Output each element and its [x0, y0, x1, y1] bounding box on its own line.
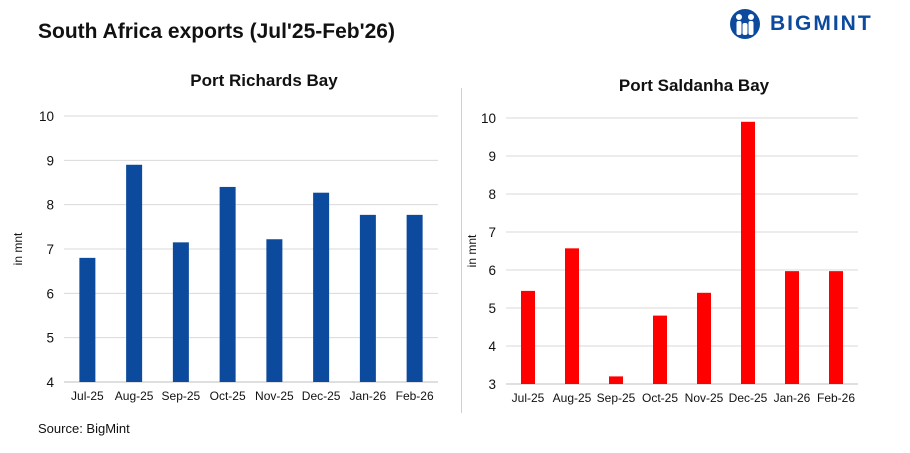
- bar: [741, 121, 755, 385]
- x-tick-label: Jan-26: [350, 389, 387, 403]
- chart-title: Port Richards Bay: [190, 71, 338, 90]
- bar: [313, 192, 330, 382]
- y-tick-label: 10: [39, 109, 54, 124]
- y-tick-label: 7: [46, 242, 54, 257]
- y-tick-label: 8: [46, 198, 54, 213]
- x-tick-label: Dec-25: [302, 389, 341, 403]
- y-axis-label: in mnt: [11, 232, 25, 265]
- y-tick-label: 4: [46, 375, 54, 390]
- logo-text: BIGMINT: [770, 12, 873, 35]
- y-tick-label: 6: [488, 263, 496, 278]
- x-tick-label: Sep-25: [162, 389, 201, 403]
- y-tick-label: 4: [488, 339, 496, 354]
- bar: [359, 214, 376, 382]
- bar: [406, 214, 423, 382]
- bar: [126, 164, 143, 382]
- y-tick-label: 9: [488, 149, 496, 164]
- x-tick-label: Aug-25: [553, 391, 592, 405]
- bar: [653, 315, 667, 384]
- x-tick-label: Feb-26: [817, 391, 855, 405]
- bar: [785, 271, 799, 384]
- bar: [565, 248, 579, 384]
- y-tick-label: 7: [488, 225, 496, 240]
- x-tick-label: Oct-25: [210, 389, 246, 403]
- bar: [829, 271, 843, 384]
- x-tick-label: Sep-25: [597, 391, 636, 405]
- bar: [697, 292, 711, 384]
- x-tick-label: Nov-25: [255, 389, 294, 403]
- bar: [521, 290, 535, 384]
- y-tick-label: 8: [488, 187, 496, 202]
- y-axis-label: in mnt: [465, 234, 479, 267]
- chart-saldanha-bay: Port Saldanha Bay in mnt 3 4 5 6 7 8 9 10 Jul-25 Au…: [465, 76, 858, 405]
- x-tick-label: Aug-25: [115, 389, 154, 403]
- y-tick-label: 9: [46, 153, 54, 168]
- x-tick-label: Jul-25: [71, 389, 104, 403]
- bar: [266, 239, 283, 382]
- x-tick-label: Jan-26: [774, 391, 811, 405]
- bar: [172, 242, 189, 382]
- y-tick-label: 5: [46, 331, 54, 346]
- x-tick-label: Oct-25: [642, 391, 678, 405]
- x-tick-label: Jul-25: [512, 391, 545, 405]
- chart-title: Port Saldanha Bay: [619, 76, 770, 95]
- bigmint-logo: BIGMINT: [728, 8, 904, 40]
- y-tick-label: 6: [46, 286, 54, 301]
- chart-divider: [461, 88, 462, 413]
- source-note: Source: BigMint: [38, 421, 130, 436]
- y-tick-label: 3: [488, 377, 496, 392]
- x-tick-label: Nov-25: [685, 391, 724, 405]
- bar: [609, 376, 623, 384]
- x-tick-label: Dec-25: [729, 391, 768, 405]
- bar: [79, 257, 96, 382]
- y-tick-label: 10: [481, 111, 496, 126]
- y-tick-label: 5: [488, 301, 496, 316]
- chart-richards-bay: Port Richards Bay in mnt 4 5 6 7 8 9 10 Jul-25 Aug…: [11, 71, 438, 403]
- bigmint-logo-icon: [730, 9, 760, 39]
- x-tick-label: Feb-26: [396, 389, 434, 403]
- page-title: South Africa exports (Jul'25-Feb'26): [38, 20, 395, 43]
- bar: [219, 186, 236, 382]
